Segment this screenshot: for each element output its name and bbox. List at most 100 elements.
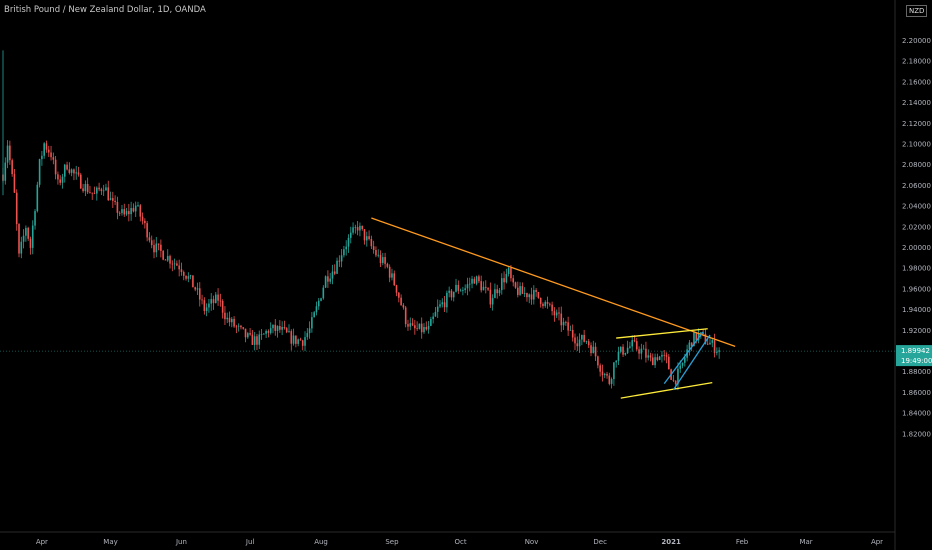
price-tick-label: 1.82000: [902, 430, 931, 438]
candle-body: [41, 155, 43, 160]
candle-body: [242, 327, 245, 329]
candle-body: [459, 290, 462, 292]
candle-body: [530, 294, 533, 300]
candle-body: [57, 174, 59, 180]
candle-body: [52, 157, 55, 160]
candle-body: [603, 373, 606, 376]
trendline[interactable]: [616, 328, 708, 339]
candle-body: [576, 343, 579, 347]
candle-body: [237, 325, 240, 327]
time-tick-label: Nov: [525, 538, 539, 546]
candle-body: [288, 331, 290, 333]
candle-body: [311, 317, 313, 329]
candle-body: [125, 211, 128, 215]
candle-body: [146, 223, 148, 238]
time-tick-label: Jun: [175, 538, 187, 546]
candle-body: [697, 332, 700, 341]
candle-body: [75, 172, 78, 174]
candle-body: [153, 245, 155, 253]
candle-body: [521, 286, 524, 294]
currency-badge[interactable]: NZD: [906, 5, 928, 17]
price-tick-label: 1.88000: [902, 368, 931, 376]
candle-body: [267, 330, 270, 333]
candle-body: [565, 321, 567, 323]
candle-body: [400, 297, 402, 306]
candle-body: [279, 326, 281, 330]
price-tick-label: 1.92000: [902, 327, 931, 335]
candle-body: [379, 254, 382, 263]
candle-body: [231, 318, 233, 323]
candle-body: [203, 300, 206, 311]
candle-body: [247, 333, 249, 338]
candle-body: [656, 357, 659, 360]
candle-body: [141, 216, 144, 221]
candle-body: [212, 299, 215, 303]
candle-body: [82, 188, 84, 192]
time-axis[interactable]: Apr May Jun Jul Aug Sep Oct Nov Dec 2021 Feb Mar Apr: [36, 538, 883, 546]
candle-body: [546, 302, 549, 304]
candle-body: [661, 354, 663, 357]
candle-body: [9, 145, 11, 161]
candle-body: [121, 209, 123, 214]
price-tick-label: 1.86000: [902, 389, 931, 397]
candle-body: [386, 263, 389, 267]
candle-body: [343, 249, 345, 256]
candle-body: [47, 149, 50, 153]
candle-body: [43, 143, 45, 156]
candle-body: [695, 332, 698, 341]
candle-body: [494, 289, 496, 299]
candle-body: [684, 357, 686, 363]
candle-body: [482, 286, 485, 291]
candle-body: [73, 169, 75, 174]
candle-body: [436, 306, 439, 312]
trendline[interactable]: [620, 381, 713, 399]
candle-body: [118, 212, 121, 214]
trendline[interactable]: [663, 331, 704, 385]
time-tick-label: Sep: [385, 538, 399, 546]
candle-body: [68, 169, 71, 173]
candle-body: [194, 287, 196, 290]
candle-body: [352, 227, 354, 233]
candle-body: [299, 339, 302, 341]
time-tick-label: Dec: [593, 538, 607, 546]
candle-body: [455, 284, 457, 292]
trendline[interactable]: [672, 334, 711, 391]
candle-body: [610, 379, 613, 384]
price-tick-label: 2.20000: [902, 37, 931, 45]
candle-body: [54, 159, 57, 175]
candle-body: [434, 311, 437, 317]
price-tick-label: 2.02000: [902, 223, 931, 231]
candle-body: [679, 365, 682, 369]
candle-body: [414, 325, 416, 329]
candle-body: [411, 323, 414, 326]
price-tick-label: 2.08000: [902, 161, 931, 169]
candle-body: [224, 312, 226, 320]
candle-body: [539, 297, 542, 304]
candle-body: [114, 200, 116, 203]
candle-body: [647, 355, 650, 358]
candle-body: [148, 237, 151, 241]
candle-body: [587, 341, 590, 346]
candle-body: [304, 337, 306, 346]
candle-body: [706, 343, 709, 345]
trendline[interactable]: [371, 217, 736, 347]
candle-body: [240, 325, 242, 328]
candle-body: [638, 349, 640, 354]
candle-body: [102, 190, 105, 192]
candle-body: [178, 265, 180, 270]
candle-body: [398, 292, 400, 298]
candle-body: [633, 340, 636, 342]
time-tick-label: May: [103, 538, 117, 546]
candle-body: [15, 192, 18, 225]
candle-body: [349, 232, 352, 238]
candle-body: [263, 333, 265, 335]
candle-body: [31, 225, 34, 248]
candle-body: [176, 263, 178, 266]
candle-body: [510, 268, 512, 279]
candle-body: [196, 288, 199, 290]
candle-body: [86, 183, 89, 193]
candle-body: [601, 371, 604, 376]
price-axis[interactable]: 2.20000 2.18000 2.16000 2.14000 2.12000 2.100…: [902, 37, 931, 438]
candles-layer: [2, 50, 720, 391]
